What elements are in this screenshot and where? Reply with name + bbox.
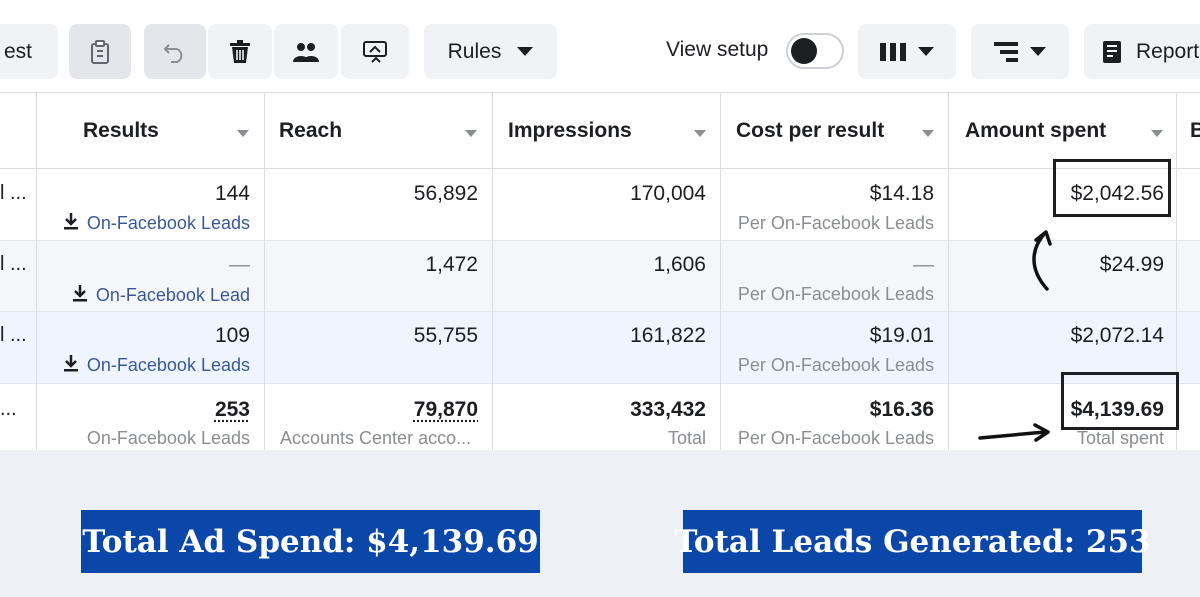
total-leads-banner: Total Leads Generated: 253 [683, 510, 1142, 573]
total-ad-spend-banner: Total Ad Spend: $4,139.69 [81, 510, 540, 573]
straight-arrow-icon [980, 432, 1045, 438]
